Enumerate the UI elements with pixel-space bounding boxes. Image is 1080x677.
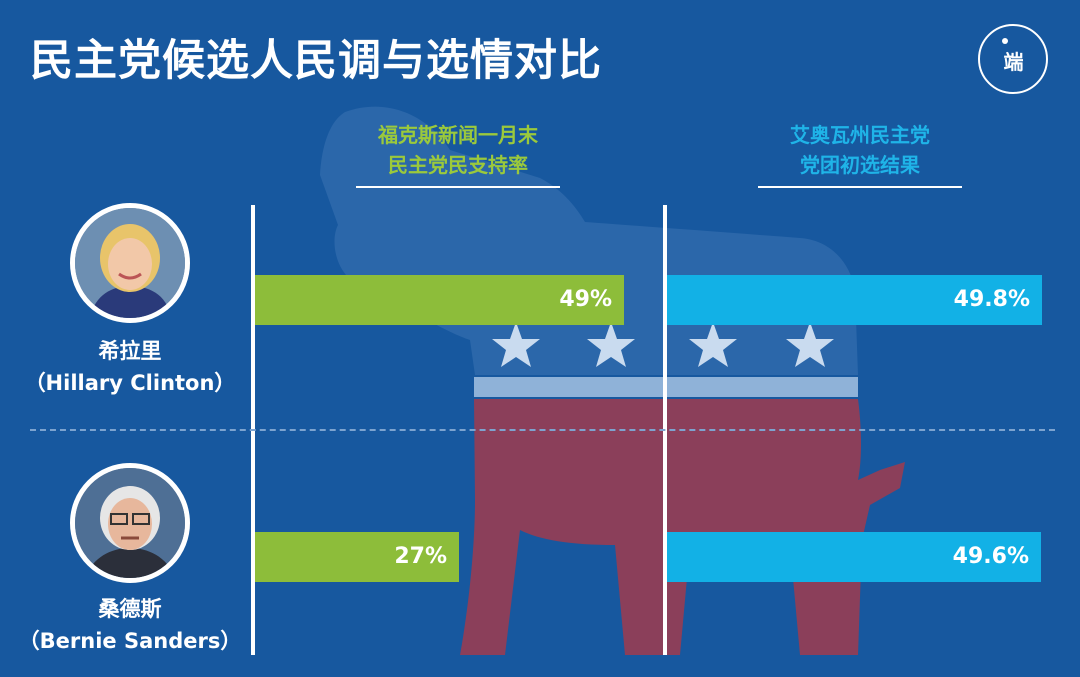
portrait-hillary-graphic bbox=[75, 208, 185, 318]
bar-iowa-hillary bbox=[667, 275, 1042, 325]
column-header-iowa-line1: 艾奥瓦州民主党 bbox=[790, 123, 930, 147]
candidate-name-cn: 希拉里 bbox=[98, 339, 162, 363]
candidate-name-hillary: 希拉里 （Hillary Clinton） bbox=[0, 335, 260, 399]
column-header-fox-line1: 福克斯新闻一月末 bbox=[378, 123, 538, 147]
bar-iowa-sanders bbox=[667, 532, 1041, 582]
row-divider bbox=[30, 429, 1055, 431]
candidate-name-cn: 桑德斯 bbox=[98, 597, 162, 621]
column-header-iowa: 艾奥瓦州民主党 党团初选结果 bbox=[758, 120, 962, 188]
logo-text: 端 bbox=[1003, 50, 1024, 74]
candidate-name-en: （Hillary Clinton） bbox=[24, 371, 236, 395]
page-title: 民主党候选人民调与选情对比 bbox=[30, 36, 602, 86]
candidate-name-en: （Bernie Sanders） bbox=[18, 629, 242, 653]
logo-dot bbox=[1002, 38, 1008, 44]
column-header-fox-line2: 民主党民支持率 bbox=[388, 153, 528, 177]
bar-label-iowa-hillary: 49.8% bbox=[953, 287, 1030, 312]
bar-label-fox-hillary: 49% bbox=[559, 287, 612, 312]
logo-badge: 端 bbox=[978, 24, 1048, 94]
portrait-sanders bbox=[70, 463, 190, 583]
bar-fox-hillary bbox=[255, 275, 624, 325]
bar-label-fox-sanders: 27% bbox=[394, 544, 447, 569]
portrait-hillary bbox=[70, 203, 190, 323]
portrait-sanders-graphic bbox=[75, 468, 185, 578]
bar-label-iowa-sanders: 49.6% bbox=[952, 544, 1029, 569]
column-header-fox: 福克斯新闻一月末 民主党民支持率 bbox=[356, 120, 560, 188]
column-header-iowa-line2: 党团初选结果 bbox=[800, 153, 920, 177]
bar-fox-sanders bbox=[255, 532, 459, 582]
candidate-name-sanders: 桑德斯 （Bernie Sanders） bbox=[0, 593, 260, 657]
